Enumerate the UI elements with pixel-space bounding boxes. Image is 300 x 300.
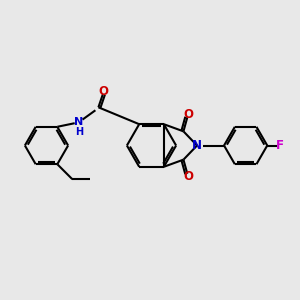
Text: F: F bbox=[276, 139, 284, 152]
Text: N: N bbox=[74, 117, 83, 127]
Text: H: H bbox=[75, 127, 84, 137]
Text: N: N bbox=[192, 139, 202, 152]
Text: O: O bbox=[183, 108, 193, 121]
Text: O: O bbox=[183, 170, 193, 183]
Text: O: O bbox=[99, 85, 109, 98]
